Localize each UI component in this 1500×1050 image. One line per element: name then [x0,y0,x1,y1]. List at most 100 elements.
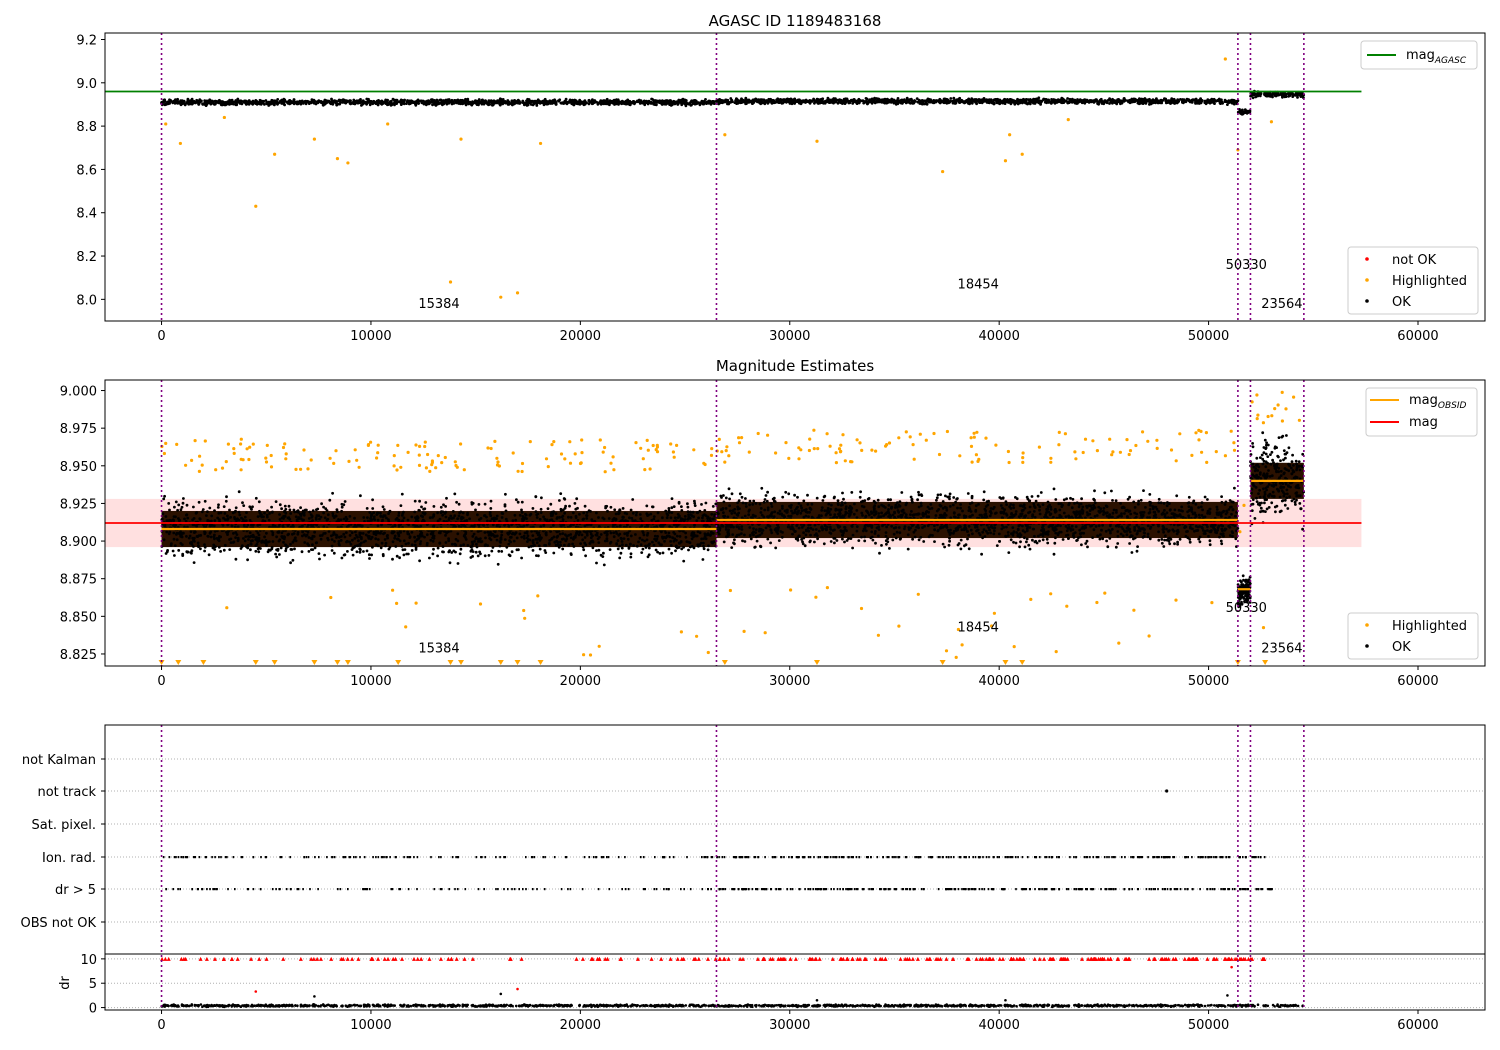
ok-point [649,100,653,104]
ok-point [661,99,664,103]
ok-point [706,548,710,552]
ok-point [192,505,195,509]
ok-point [520,511,524,514]
ok-point [945,101,949,105]
ok-point [674,549,677,553]
ok-point [464,530,468,534]
ok-point [384,544,387,548]
ok-point [362,550,365,553]
ok-point [603,531,607,535]
ok-point [243,539,247,543]
x-tick-label: 0 [157,329,165,344]
ok-point [444,505,447,508]
ok-point [1139,100,1143,104]
ok-point [251,539,254,543]
ok-point [376,518,380,522]
ok-point [198,517,202,520]
ok-point [224,101,228,104]
ok-point [464,538,468,541]
ok-point [628,542,632,546]
ok-point [688,541,692,545]
ok-point [729,100,733,103]
ok-point [413,499,417,503]
ok-point [919,100,923,104]
ok-point [558,499,561,502]
ok-point [342,517,346,521]
ok-point [475,102,478,106]
ok-point [397,519,400,523]
ok-point [328,498,332,502]
ok-point [791,99,795,103]
ok-point [695,511,699,514]
ok-point [175,538,179,542]
ok-point [844,99,848,102]
ok-point [988,101,991,105]
ok-point [870,100,874,104]
legend-not-ok: not OK [1392,253,1437,268]
ok-point [457,502,461,506]
ok-point [1205,100,1209,104]
ok-point [282,540,285,544]
ok-point [616,539,620,542]
ok-point [1170,97,1174,101]
ok-point [538,547,542,551]
ok-point [367,530,371,534]
ok-point [681,518,685,522]
ok-point [367,97,370,101]
ok-point [676,523,680,527]
ok-point [416,101,420,105]
highlighted-point [335,156,340,161]
ok-point [395,102,398,105]
ok-point [531,549,535,552]
ok-point [399,103,403,106]
ok-point [559,543,562,547]
ok-point [621,507,625,510]
ok-point [177,549,181,552]
ok-point [621,543,624,547]
ok-point [418,559,421,563]
highlighted-point [178,141,182,146]
ok-point [584,554,587,558]
ok-point [289,561,292,565]
ok-point [691,510,695,514]
ok-point [1090,99,1094,102]
ok-point [189,530,193,533]
ok-point [414,546,418,550]
ok-point [258,509,261,513]
ok-point [207,553,211,557]
ok-point [614,102,618,105]
ok-point [421,518,425,522]
ok-point [199,547,202,551]
ok-point [318,534,322,537]
ok-point [474,536,478,540]
ok-point [177,503,181,507]
highlighted-point [941,169,945,174]
ok-point [444,98,448,102]
ok-point [601,516,605,520]
ok-point [567,515,570,519]
ok-point [258,101,261,104]
ok-point [166,549,170,552]
ok-point [573,101,576,105]
ok-point [923,102,927,106]
ok-point [275,548,278,552]
ok-point [408,99,412,103]
ok-point [491,546,495,549]
ok-point [418,509,421,512]
ok-point [695,519,699,522]
ok-point [280,102,284,105]
ok-point [475,542,478,546]
panel-agasc-magnitude: AGASC ID 1189483168 15384184545033023564… [76,12,1486,344]
ok-point [447,550,451,554]
ok-point [1176,98,1180,102]
ok-point [354,530,357,534]
ok-point [996,99,1000,103]
panel1-legend-lower: not OK Highlighted OK [1347,246,1479,315]
ok-point [197,545,200,549]
ok-point [391,525,395,529]
ok-point [274,552,277,556]
ok-point [690,537,694,541]
ok-point [196,99,200,103]
ok-point [413,535,416,539]
ok-point [534,510,538,513]
